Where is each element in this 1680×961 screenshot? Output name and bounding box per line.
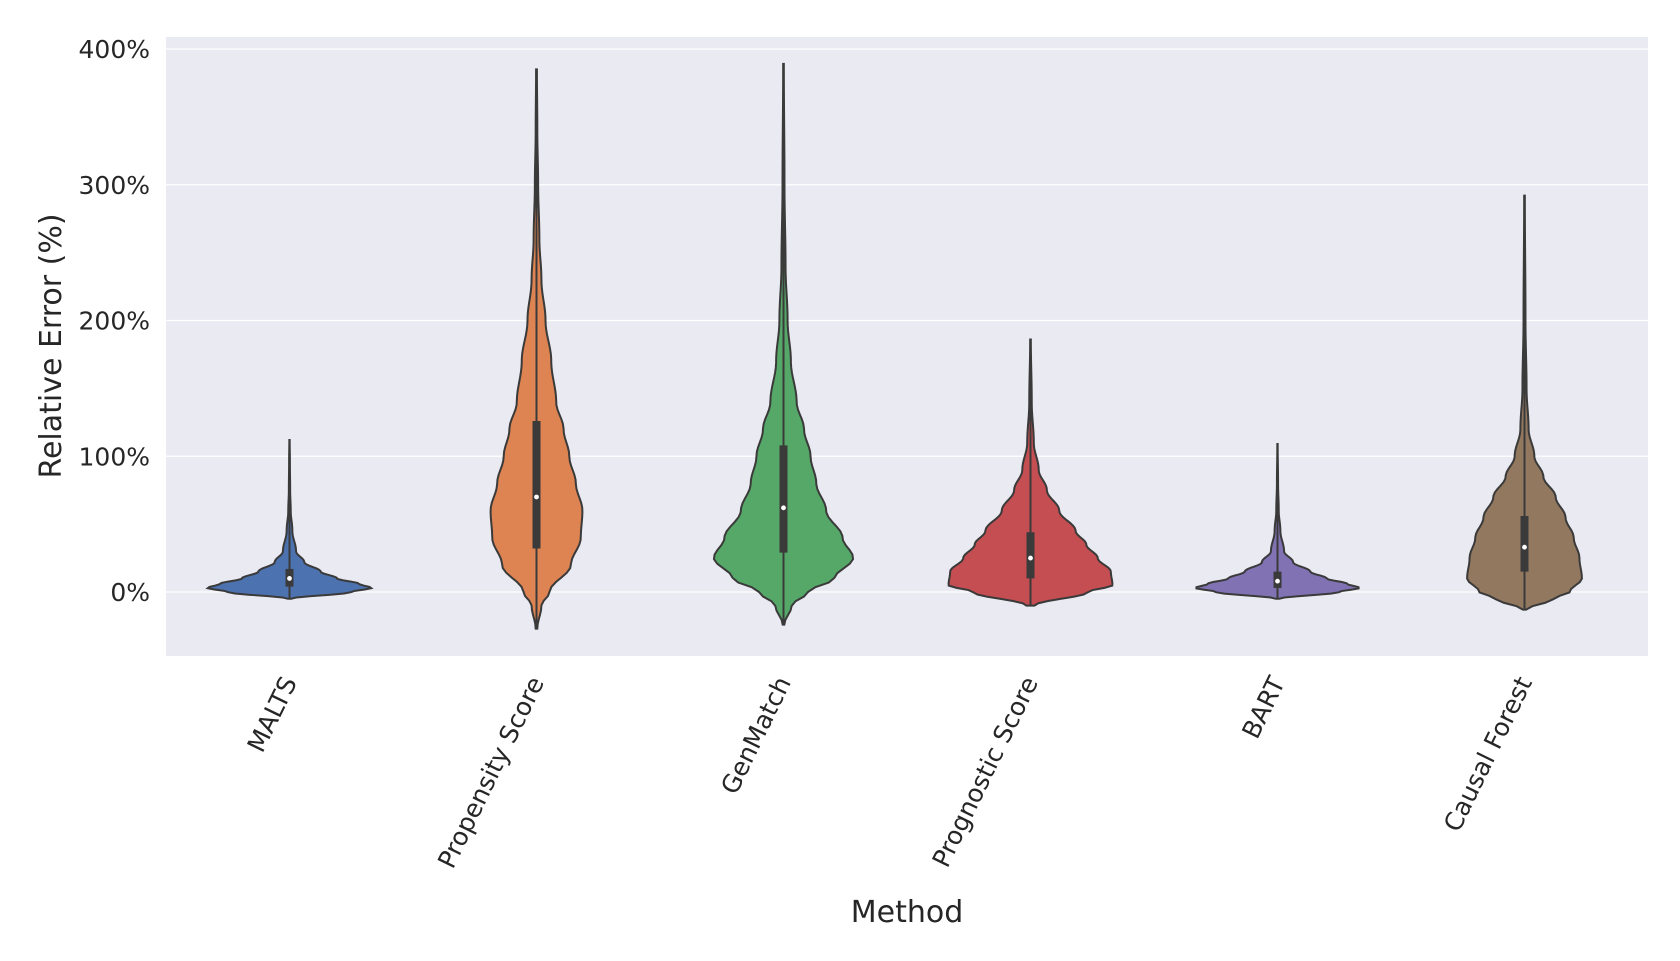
violin-median [534,494,539,500]
x-tick-label: MALTS [242,672,303,757]
x-axis-title: Method [851,895,964,930]
violin-median [287,576,292,581]
violin-genmatch [712,62,855,626]
violin-bart [1195,443,1360,600]
violins [205,62,1583,630]
violin-causal-forest [1466,194,1583,611]
violin-median [781,505,786,511]
violin-prognostic-score [947,338,1114,607]
y-tick-label: 0% [110,578,150,607]
x-tick-label: BART [1236,671,1291,743]
y-gridlines [166,48,1648,593]
x-tick-label: Propensity Score [432,672,550,873]
y-tick-label: 400% [79,35,150,64]
violin-median [1275,578,1280,584]
y-tick-label: 300% [79,171,150,200]
violin-propensity-score [489,68,584,630]
x-tick-label: Prognostic Score [927,672,1044,872]
x-tick-label: Causal Forest [1438,672,1538,836]
y-axis-title: Relative Error (%) [34,213,69,478]
x-tick-label: GenMatch [715,672,797,799]
violin-median [1028,555,1033,561]
y-tick-label: 200% [79,307,150,336]
y-tick-label: 100% [79,442,150,471]
violin-malts [205,438,374,600]
violin-median [1522,544,1527,550]
x-tick-labels: MALTS Propensity Score GenMatch Prognostic … [242,671,1538,872]
y-tick-labels: 0% 100% 200% 300% 400% [79,35,150,607]
plot-area [166,37,1648,656]
